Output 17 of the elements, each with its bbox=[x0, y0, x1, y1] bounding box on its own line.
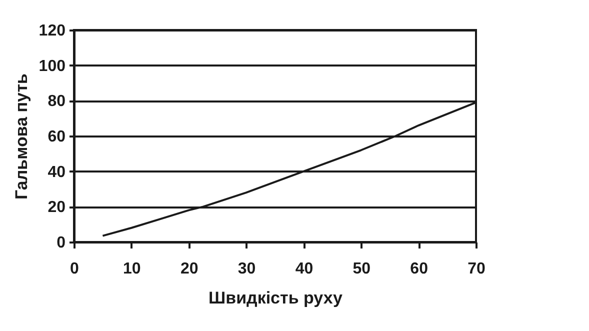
y-tick-label: 120 bbox=[38, 22, 66, 40]
x-tick-label: 20 bbox=[180, 260, 198, 278]
x-tick-label: 0 bbox=[70, 260, 80, 278]
y-axis-title: Гальмова путь bbox=[12, 74, 31, 200]
x-tick-label: 70 bbox=[468, 260, 486, 278]
y-tick-label: 60 bbox=[48, 128, 66, 146]
y-tick-label: 40 bbox=[48, 164, 66, 181]
x-tick-label: 40 bbox=[295, 260, 314, 278]
y-tick-label: 80 bbox=[48, 93, 66, 110]
y-tick-label: 0 bbox=[56, 234, 66, 252]
y-tick-label: 100 bbox=[38, 58, 66, 75]
y-tick-label: 20 bbox=[48, 199, 66, 216]
x-tick-label: 10 bbox=[123, 260, 141, 278]
x-tick-label: 30 bbox=[238, 260, 256, 278]
x-tick-label: 50 bbox=[352, 260, 371, 278]
x-axis-title: Швидкість руху bbox=[208, 288, 343, 308]
x-tick-label: 60 bbox=[410, 260, 428, 278]
